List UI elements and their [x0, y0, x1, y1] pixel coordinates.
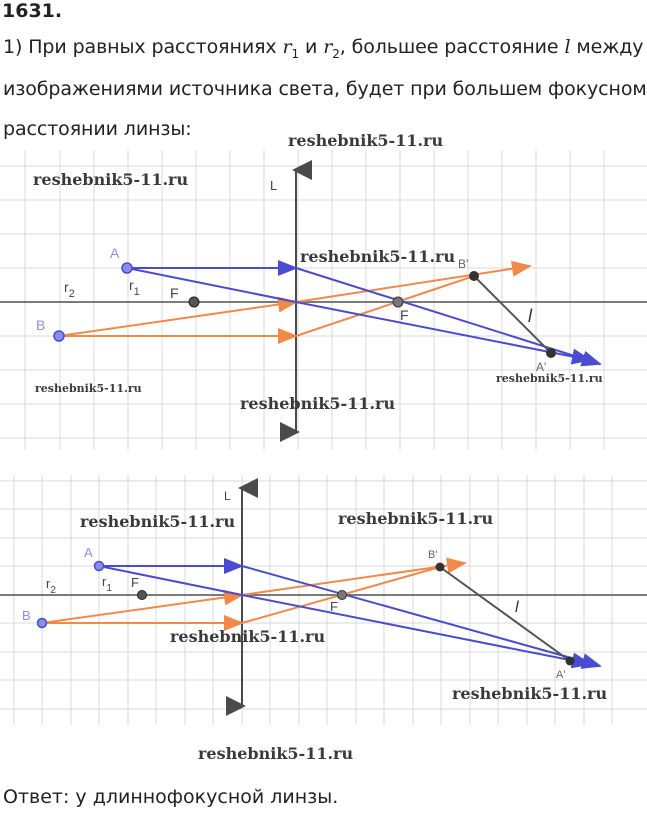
answer-text: Ответ: у длиннофокусной линзы.	[3, 786, 339, 808]
problem-text-line-3: расстоянии линзы:	[3, 118, 192, 140]
label-Aprime-top: A'	[536, 360, 546, 374]
lens-diagram-top: L A B F F B' A' r2 r1 l	[0, 150, 647, 450]
r1-symbol: r	[282, 36, 292, 58]
label-F-left-top: F	[170, 285, 179, 301]
grid-bottom	[0, 475, 647, 725]
label-r2-bottom: r2	[46, 576, 56, 596]
label-l-bottom: l	[515, 599, 519, 616]
label-r1-top: r1	[129, 277, 140, 298]
between-word: между	[576, 36, 644, 58]
label-Bprime-bottom: B'	[428, 549, 437, 561]
focus-left-top	[188, 296, 200, 308]
line1-suffix: , большее расстояние	[339, 36, 559, 58]
l-segment-bottom	[439, 566, 571, 662]
l-segment-top	[473, 275, 552, 354]
focus-right-bottom	[337, 590, 347, 600]
line1-prefix: 1) При равных расстояниях	[3, 36, 277, 58]
grid-top	[0, 150, 647, 450]
lens-label-top: L	[270, 178, 277, 193]
watermark-8: reshebnik5-11.ru	[338, 509, 494, 528]
r2-symbol: r	[323, 36, 333, 58]
point-A-bottom	[93, 560, 105, 572]
r2-subscript: 2	[332, 47, 340, 61]
problem-number: 1631.	[2, 0, 63, 22]
problem-text-line-2: изображениями источника света, будет при…	[3, 78, 647, 100]
watermark-10: reshebnik5-11.ru	[452, 684, 608, 703]
label-F-right-bottom: F	[330, 599, 338, 614]
point-A-top	[121, 262, 133, 274]
watermark-3: reshebnik5-11.ru	[300, 247, 456, 266]
focus-right-top	[392, 296, 404, 308]
label-F-left-bottom: F	[131, 575, 139, 590]
watermark-9: reshebnik5-11.ru	[170, 627, 326, 646]
label-Aprime-bottom: A'	[556, 669, 565, 681]
label-r1-bottom: r1	[102, 574, 112, 594]
watermark-7: reshebnik5-11.ru	[80, 512, 236, 531]
point-Bprime-top	[469, 271, 479, 281]
label-B-top: B	[36, 317, 45, 333]
l-symbol: l	[564, 36, 571, 58]
label-A-top: A	[110, 245, 120, 261]
point-Aprime-top	[546, 348, 556, 358]
point-B-top	[53, 330, 65, 342]
watermark-6: reshebnik5-11.ru	[496, 372, 603, 385]
point-Bprime-bottom	[435, 562, 445, 572]
label-r2-top: r2	[64, 279, 75, 300]
watermark-2: reshebnik5-11.ru	[33, 170, 189, 189]
and-word: и	[305, 36, 318, 58]
r1-subscript: 1	[291, 47, 300, 61]
problem-text-line-1: 1) При равных расстояниях r1 и r2, больш…	[3, 36, 644, 61]
orange-rays-top	[58, 260, 532, 344]
lens-diagram-bottom: L A B F F B' A' r2 r1 l	[0, 475, 647, 725]
label-Bprime-top: B'	[458, 257, 468, 271]
watermark-5: reshebnik5-11.ru	[240, 394, 396, 413]
watermark-11: reshebnik5-11.ru	[198, 744, 354, 763]
label-l-top: l	[528, 306, 533, 326]
point-Aprime-bottom	[565, 656, 575, 666]
blue-rays-top	[126, 260, 602, 367]
watermark-1: reshebnik5-11.ru	[288, 131, 444, 150]
label-B-bottom: B	[22, 608, 31, 623]
label-A-bottom: A	[84, 545, 93, 560]
point-B-bottom	[36, 617, 48, 629]
lens-label-bottom: L	[224, 489, 231, 503]
focus-left-bottom	[137, 590, 147, 600]
label-F-right-top: F	[400, 307, 409, 323]
watermark-4: reshebnik5-11.ru	[35, 382, 142, 395]
blue-rays-bottom	[98, 558, 602, 669]
